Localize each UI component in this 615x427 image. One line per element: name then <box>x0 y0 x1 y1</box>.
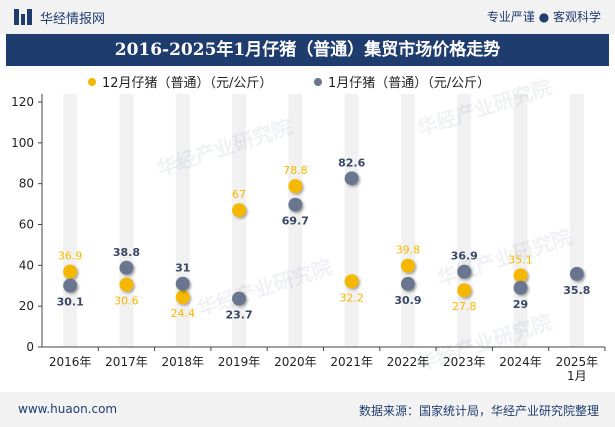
legend-marker <box>88 78 96 86</box>
y-tick-label: 20 <box>19 299 34 313</box>
point-jan <box>63 278 78 293</box>
footer-bar: www.huaon.com 数据来源：国家统计局，华经产业研究院整理 <box>0 392 615 427</box>
data-label-dec: 35.1 <box>508 253 533 266</box>
background-column <box>288 94 303 347</box>
data-label-dec: 67 <box>232 188 246 201</box>
legend-label: 12月仔猪（普通）（元/公斤） <box>102 76 272 91</box>
legend-label: 1月仔猪（普通）（元/公斤） <box>328 76 490 91</box>
point-jan <box>288 197 303 212</box>
data-source: 数据来源：国家统计局，华经产业研究院整理 <box>358 404 599 418</box>
data-label-dec: 39.8 <box>396 244 421 257</box>
data-label-jan: 23.7 <box>225 309 252 322</box>
data-label-dec: 30.6 <box>114 295 139 308</box>
chart-plot: 0 20 40 60 80 100 120 2016年 2017年 2018年 2019年 2020年… <box>11 75 606 383</box>
y-tick-label: 120 <box>11 95 34 109</box>
x-tick-label: 2019年 <box>218 355 261 369</box>
data-label-dec: 36.9 <box>58 250 83 263</box>
axes: 0 20 40 60 80 100 120 2016年 2017年 2018年 2019年 2020年… <box>11 94 606 383</box>
legend-marker <box>314 78 322 86</box>
x-tick-label: 1月 <box>567 369 587 383</box>
x-tick-label: 2018年 <box>161 355 204 369</box>
x-tick-label: 2022年 <box>387 355 430 369</box>
x-tick-label: 2023年 <box>443 355 486 369</box>
x-tick-label: 2021年 <box>330 355 373 369</box>
point-jan <box>175 276 190 291</box>
y-tick-label: 40 <box>19 258 34 272</box>
point-dec <box>513 268 528 283</box>
y-tick-label: 60 <box>19 218 34 232</box>
watermark-text: 华经产业研究院 <box>194 255 335 321</box>
website-link[interactable]: www.huaon.com <box>18 402 118 416</box>
watermark-text: 华经产业研究院 <box>154 115 295 181</box>
x-tick-label: 2017年 <box>105 355 148 369</box>
huajing-logo-icon <box>14 9 32 25</box>
y-tick-label: 100 <box>11 136 34 150</box>
point-dec <box>63 264 78 279</box>
point-jan <box>344 171 359 186</box>
data-label-dec: 32.2 <box>339 291 364 304</box>
y-tick-label: 0 <box>26 340 34 354</box>
data-label-dec: 78.8 <box>283 164 308 177</box>
point-jan <box>569 266 584 281</box>
point-jan <box>119 260 134 275</box>
point-dec <box>344 274 359 289</box>
data-label-dec: 24.4 <box>171 307 196 320</box>
x-tick-label: 2025年 <box>556 355 599 369</box>
data-label-jan: 82.6 <box>338 156 365 169</box>
point-jan <box>400 276 415 291</box>
point-jan <box>457 264 472 279</box>
background-column <box>457 94 472 347</box>
point-dec <box>400 258 415 273</box>
point-jan <box>232 291 247 306</box>
background-column <box>400 94 415 347</box>
chart-title: 2016-2025年1月仔猪（普通）集贸市场价格走势 <box>114 40 501 60</box>
data-label-jan: 35.8 <box>563 284 590 297</box>
background-column <box>232 94 247 347</box>
data-label-jan: 30.1 <box>57 296 84 309</box>
data-points <box>63 171 584 306</box>
background-column <box>569 94 584 347</box>
point-dec <box>288 179 303 194</box>
x-tick-label: 2020年 <box>274 355 317 369</box>
point-dec <box>232 203 247 218</box>
point-jan <box>513 280 528 295</box>
background-column <box>63 94 78 347</box>
background-columns <box>63 94 584 347</box>
data-label-jan: 31 <box>175 262 190 275</box>
data-label-jan: 38.8 <box>113 246 140 259</box>
data-labels: 36.9 30.6 24.4 67 78.8 32.2 39.8 27.8 35.1 30.1 38… <box>57 156 591 321</box>
title-bar: 2016-2025年1月仔猪（普通）集贸市场价格走势 <box>6 34 609 66</box>
y-tick-label: 80 <box>19 177 34 191</box>
data-label-jan: 69.7 <box>282 215 309 228</box>
point-dec <box>175 290 190 305</box>
x-tick-label: 2016年 <box>49 355 92 369</box>
brand-name: 华经情报网 <box>40 12 106 27</box>
background-column <box>119 94 134 347</box>
data-label-jan: 29 <box>513 298 528 311</box>
data-label-dec: 27.8 <box>452 300 477 313</box>
legend: 12月仔猪（普通）（元/公斤） 1月仔猪（普通）（元/公斤） <box>88 76 490 91</box>
point-dec <box>119 277 134 292</box>
top-bar: 华经情报网 专业严谨 ● 客观科学 <box>0 0 615 34</box>
point-dec <box>457 283 472 298</box>
data-label-jan: 30.9 <box>394 294 421 307</box>
tagline: 专业严谨 ● 客观科学 <box>486 10 601 24</box>
data-label-jan: 36.9 <box>451 250 478 263</box>
background-column <box>344 94 359 347</box>
x-tick-label: 2024年 <box>499 355 542 369</box>
